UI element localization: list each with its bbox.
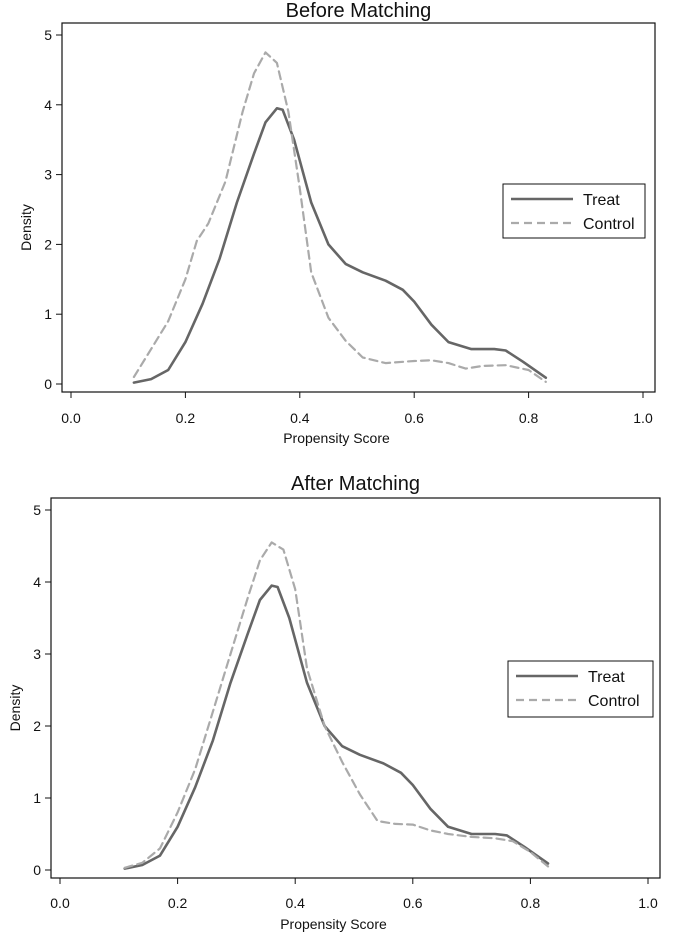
chart-title: Before Matching: [286, 0, 432, 22]
y-axis-label: Density: [7, 685, 23, 732]
x-tick-label: 0.6: [403, 895, 423, 911]
after-matching-panel: After Matching 0.0 0.2 0.4 0.6 0.8 1.0 0 1 2 3 4 5 Pr…: [7, 473, 661, 932]
x-tick-label: 0.4: [285, 895, 305, 911]
y-tick-label: 5: [44, 27, 52, 43]
before-matching-panel: Before Matching 0.0 0.2 0.4 0.6 0.8 1.0 0 1 2 3 4 5 P…: [18, 0, 656, 446]
y-tick-label: 4: [44, 97, 52, 113]
legend-label-treat: Treat: [583, 192, 620, 209]
legend: Treat Control: [507, 660, 654, 718]
y-tick-label: 0: [44, 376, 52, 392]
x-tick-label: 1.0: [638, 895, 658, 911]
x-tick-label: 1.0: [633, 410, 653, 426]
legend-label-control: Control: [588, 693, 640, 710]
x-axis-label: Propensity Score: [280, 916, 387, 932]
x-tick-label: 0.8: [519, 410, 539, 426]
x-tick-label: 0.2: [168, 895, 188, 911]
x-tick-label: 0.6: [404, 410, 424, 426]
legend-box: [502, 183, 646, 239]
x-tick-label: 0.0: [50, 895, 70, 911]
y-tick-label: 2: [33, 718, 41, 734]
y-tick-label: 2: [44, 236, 52, 252]
legend-label-control: Control: [583, 216, 635, 233]
x-tick-label: 0.4: [290, 410, 310, 426]
y-tick-label: 4: [33, 574, 41, 590]
x-axis-label: Propensity Score: [283, 430, 390, 446]
legend-label-treat: Treat: [588, 669, 625, 686]
plot-frame: [61, 22, 656, 393]
series-line-treat: [132, 107, 548, 384]
y-tick-label: 1: [33, 790, 41, 806]
series-line-control: [123, 541, 550, 869]
x-tick-label: 0.0: [61, 410, 81, 426]
x-tick-label: 0.8: [521, 895, 541, 911]
series-line-treat: [123, 584, 550, 870]
x-tick-label: 0.2: [176, 410, 196, 426]
y-tick-label: 0: [33, 862, 41, 878]
y-tick-label: 1: [44, 306, 52, 322]
y-axis-label: Density: [18, 204, 34, 251]
y-tick-label: 5: [33, 502, 41, 518]
plot-frame: [50, 497, 661, 879]
y-tick-label: 3: [33, 646, 41, 662]
series-line-control: [132, 51, 547, 383]
legend: Treat Control: [502, 183, 646, 239]
legend-box: [507, 660, 654, 718]
chart-title: After Matching: [291, 473, 420, 495]
y-tick-label: 3: [44, 167, 52, 183]
